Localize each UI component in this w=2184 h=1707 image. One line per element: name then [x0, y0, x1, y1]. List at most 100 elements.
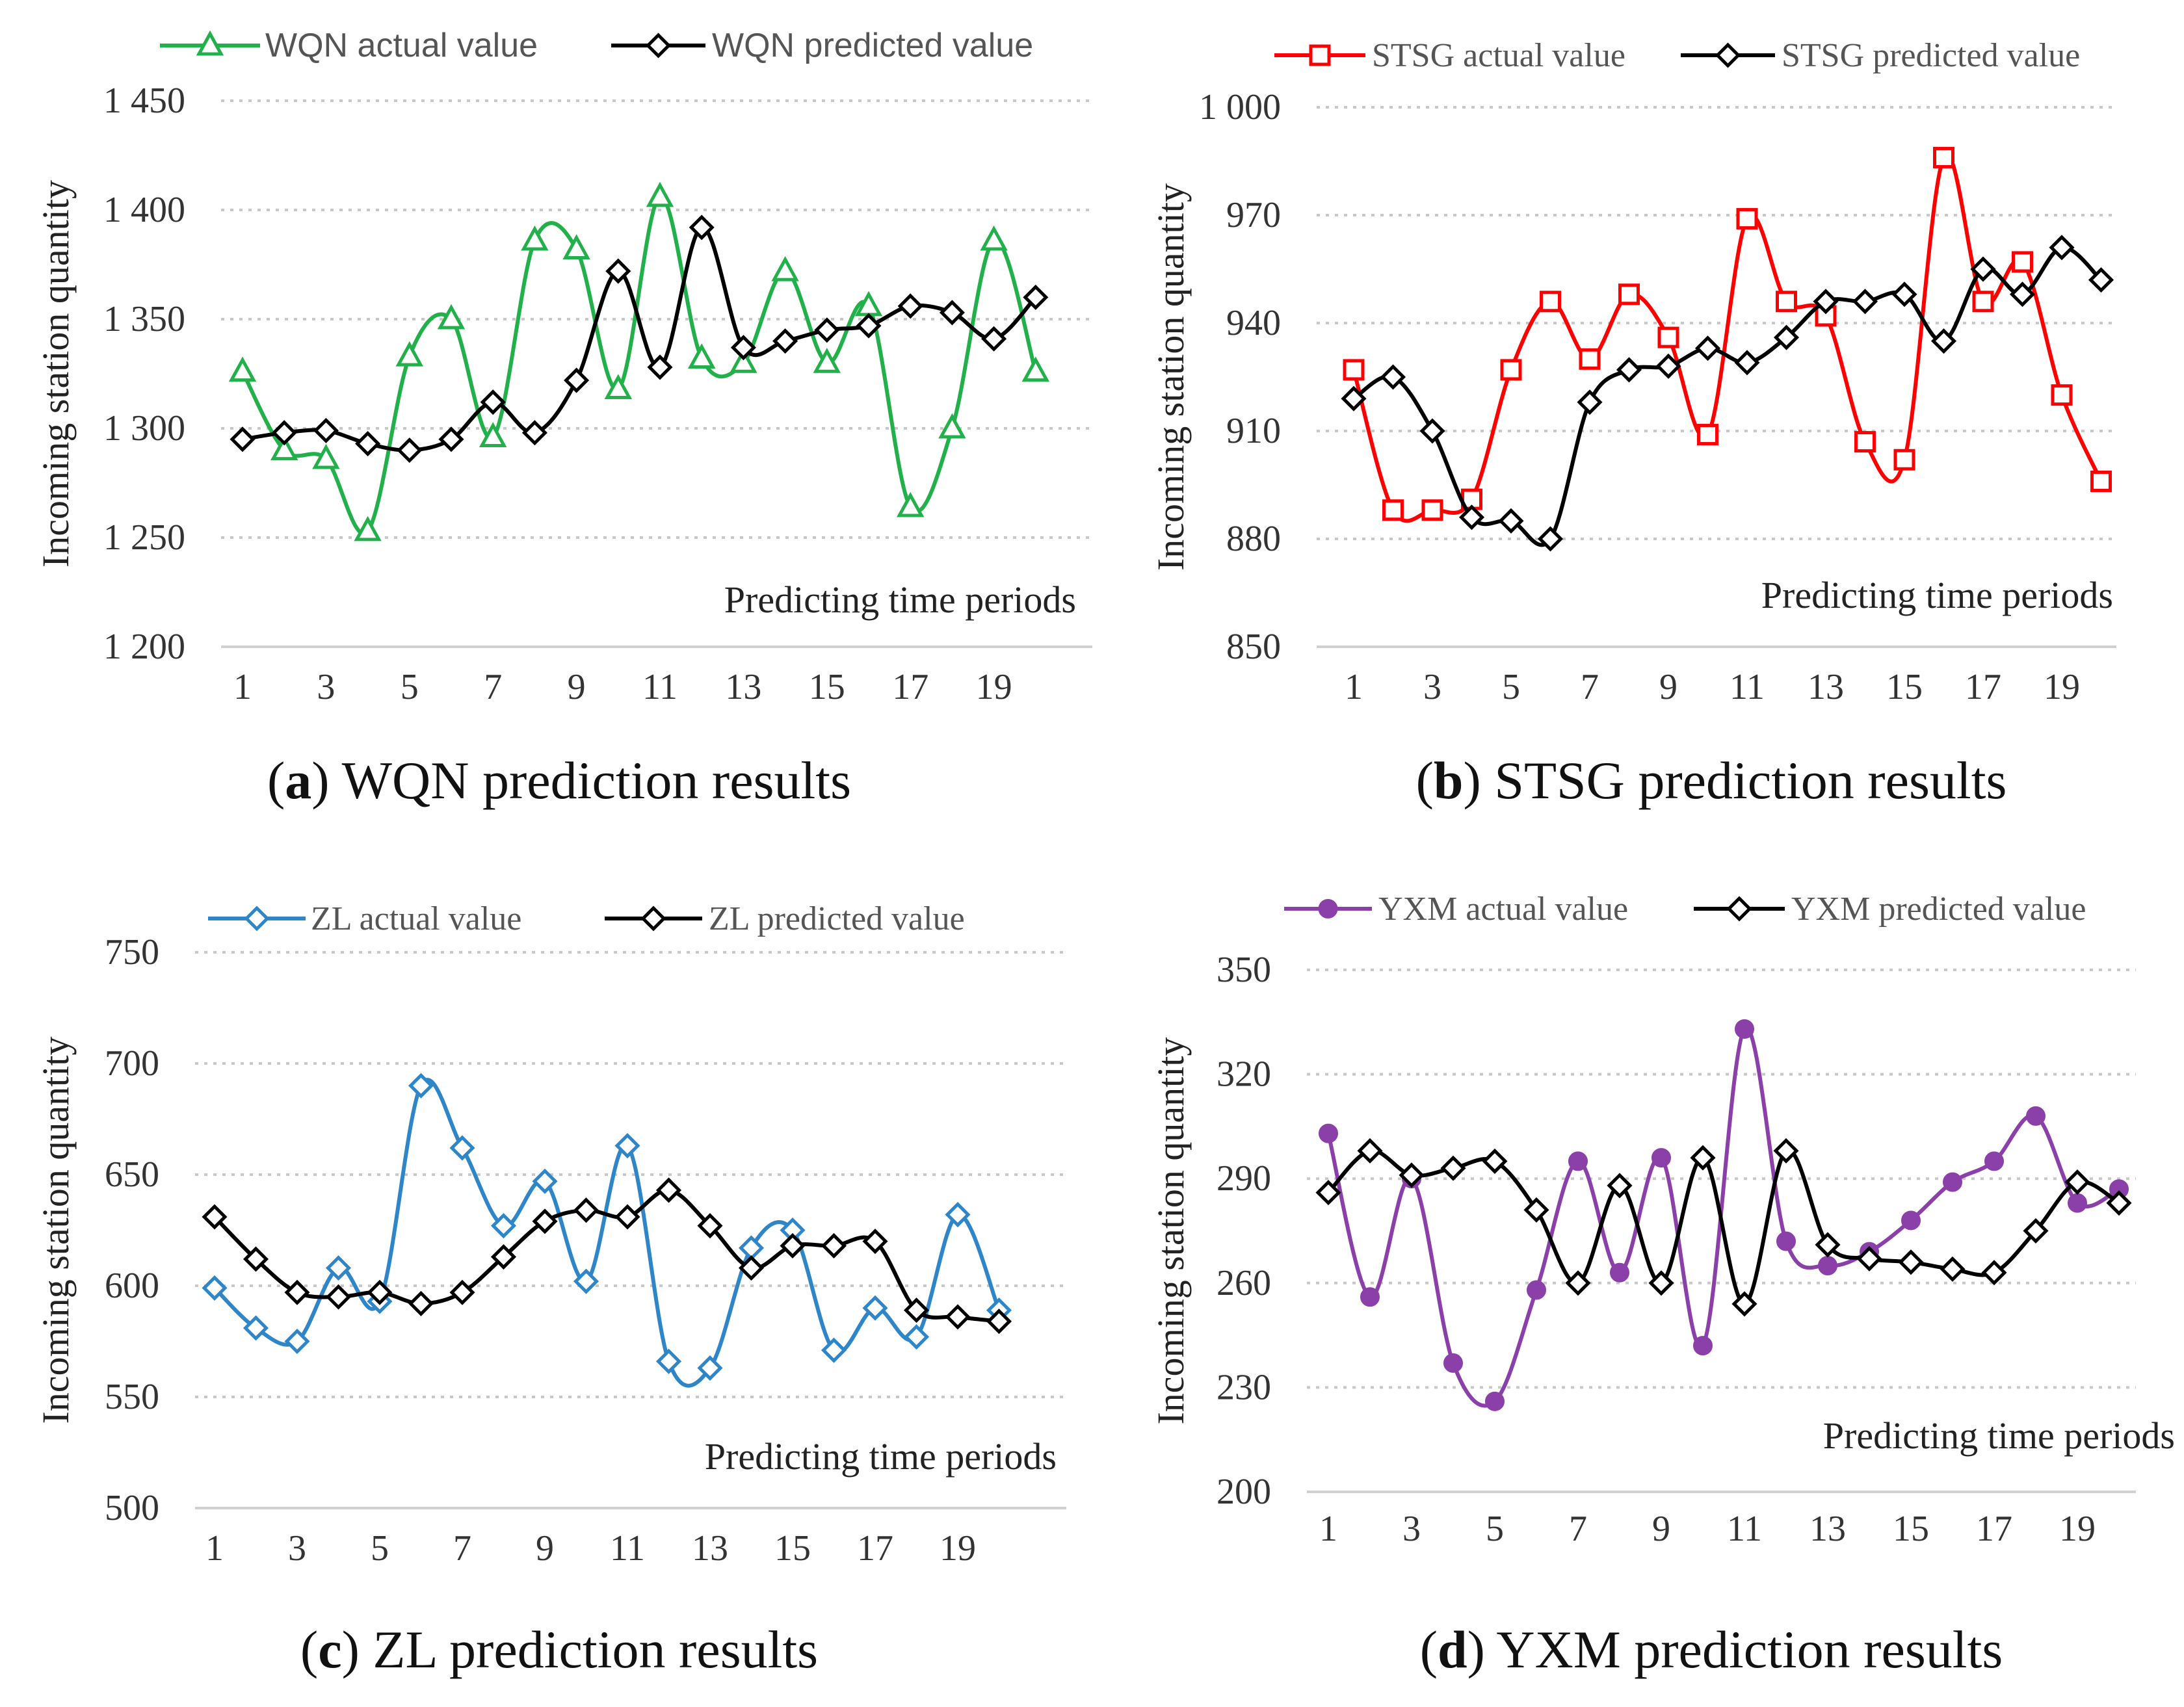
- data-point: [1893, 449, 1915, 471]
- x-axis-label: Predicting time periods: [705, 1435, 1057, 1478]
- x-tick-label: 7: [1569, 1509, 1587, 1549]
- x-axis-label: Predicting time periods: [1761, 574, 2113, 616]
- data-point: [897, 293, 923, 319]
- x-tick-label: 7: [453, 1528, 471, 1569]
- data-point: [408, 1073, 434, 1099]
- data-point: [896, 491, 925, 517]
- x-tick-label: 17: [1976, 1509, 2012, 1549]
- y-tick-label: 260: [1217, 1263, 1271, 1303]
- data-point: [1607, 1173, 1633, 1199]
- data-point: [1537, 526, 1564, 552]
- y-tick-label: 1 350: [103, 299, 185, 339]
- data-point: [1540, 291, 1561, 313]
- series-line-actual: [213, 1078, 1001, 1388]
- legend-entry: STSG predicted value: [1681, 37, 2080, 74]
- data-point: [1616, 357, 1642, 383]
- caption-open-paren: (: [1416, 751, 1434, 810]
- data-point: [1648, 1270, 1674, 1296]
- data-point: [1852, 289, 1878, 315]
- data-point: [1773, 1138, 1799, 1164]
- legend-entry: STSG actual value: [1274, 37, 1625, 74]
- data-point: [862, 1295, 888, 1321]
- legend-entry: YXM predicted value: [1694, 891, 2086, 928]
- x-tick-label: 9: [536, 1528, 554, 1569]
- data-point: [1655, 353, 1681, 379]
- data-point: [1341, 385, 1367, 411]
- data-point: [1981, 1260, 2007, 1286]
- data-point: [1815, 1232, 1841, 1258]
- panel-caption: (a) WQN prediction results: [267, 751, 851, 810]
- x-tick-label: 11: [642, 667, 678, 707]
- data-point: [1776, 1231, 1796, 1251]
- x-tick-label: 9: [1659, 667, 1677, 707]
- data-point: [1021, 356, 1050, 382]
- data-point: [408, 1290, 434, 1316]
- data-point: [614, 1133, 640, 1159]
- data-point: [814, 317, 840, 343]
- data-point: [367, 1279, 393, 1305]
- x-tick-label: 19: [2059, 1509, 2096, 1549]
- x-tick-label: 19: [940, 1528, 976, 1569]
- caption-open-paren: (: [267, 751, 285, 810]
- data-point: [1970, 256, 1996, 282]
- y-tick-label: 650: [105, 1154, 159, 1195]
- data-point: [449, 1279, 475, 1305]
- data-point: [605, 258, 631, 284]
- data-point: [1498, 508, 1524, 534]
- x-tick-label: 1: [205, 1528, 224, 1569]
- y-tick-label: 230: [1217, 1367, 1271, 1407]
- y-axis-label: Incoming station quantity: [1150, 183, 1192, 571]
- data-point: [1651, 1148, 1671, 1168]
- y-axis-label: Incoming station quantity: [34, 180, 77, 567]
- data-point: [449, 1135, 475, 1161]
- data-point: [655, 1348, 682, 1374]
- x-tick-label: 9: [1652, 1509, 1670, 1549]
- data-point: [862, 1229, 888, 1255]
- data-point: [1984, 1151, 2004, 1171]
- x-tick-label: 19: [976, 667, 1012, 707]
- data-point: [479, 422, 507, 447]
- x-axis-label: Predicting time periods: [724, 579, 1076, 621]
- data-point: [284, 1279, 310, 1305]
- data-point: [938, 413, 966, 439]
- data-point: [490, 1244, 517, 1270]
- data-point: [228, 356, 257, 382]
- x-tick-label: 3: [288, 1528, 306, 1569]
- caption-open-paren: (: [300, 1620, 318, 1679]
- x-tick-label: 5: [1486, 1509, 1504, 1549]
- y-tick-label: 750: [105, 932, 159, 972]
- x-tick-label: 17: [892, 667, 928, 707]
- legend-entry: ZL predicted value: [605, 900, 965, 937]
- legend-entry: YXM actual value: [1284, 891, 1628, 928]
- data-point: [202, 1275, 228, 1301]
- x-tick-label: 13: [1808, 667, 1844, 707]
- data-point: [354, 515, 382, 541]
- data-point: [1693, 1336, 1713, 1356]
- y-axis-label: Incoming station quantity: [1150, 1037, 1192, 1424]
- data-point: [1315, 1180, 1341, 1206]
- data-point: [821, 1337, 847, 1363]
- data-point: [1735, 1019, 1754, 1039]
- data-point: [856, 313, 882, 339]
- legend-label: ZL predicted value: [709, 900, 965, 937]
- data-point: [2026, 1106, 2046, 1126]
- y-tick-label: 850: [1226, 627, 1281, 667]
- data-point: [2051, 384, 2073, 406]
- data-point: [438, 426, 464, 452]
- data-point: [1523, 1197, 1549, 1223]
- data-point: [312, 443, 340, 469]
- data-point: [813, 348, 841, 373]
- data-point: [1419, 418, 1445, 444]
- y-tick-label: 1 450: [103, 81, 185, 121]
- data-point: [1972, 291, 1994, 313]
- data-point: [573, 1268, 599, 1294]
- data-point: [614, 1204, 640, 1230]
- x-tick-label: 7: [484, 667, 502, 707]
- data-point: [1443, 1353, 1463, 1373]
- data-point: [689, 215, 715, 241]
- series-line-actual: [241, 194, 1038, 536]
- data-point: [945, 1304, 971, 1330]
- x-tick-label: 5: [371, 1528, 389, 1569]
- data-point: [532, 1208, 558, 1234]
